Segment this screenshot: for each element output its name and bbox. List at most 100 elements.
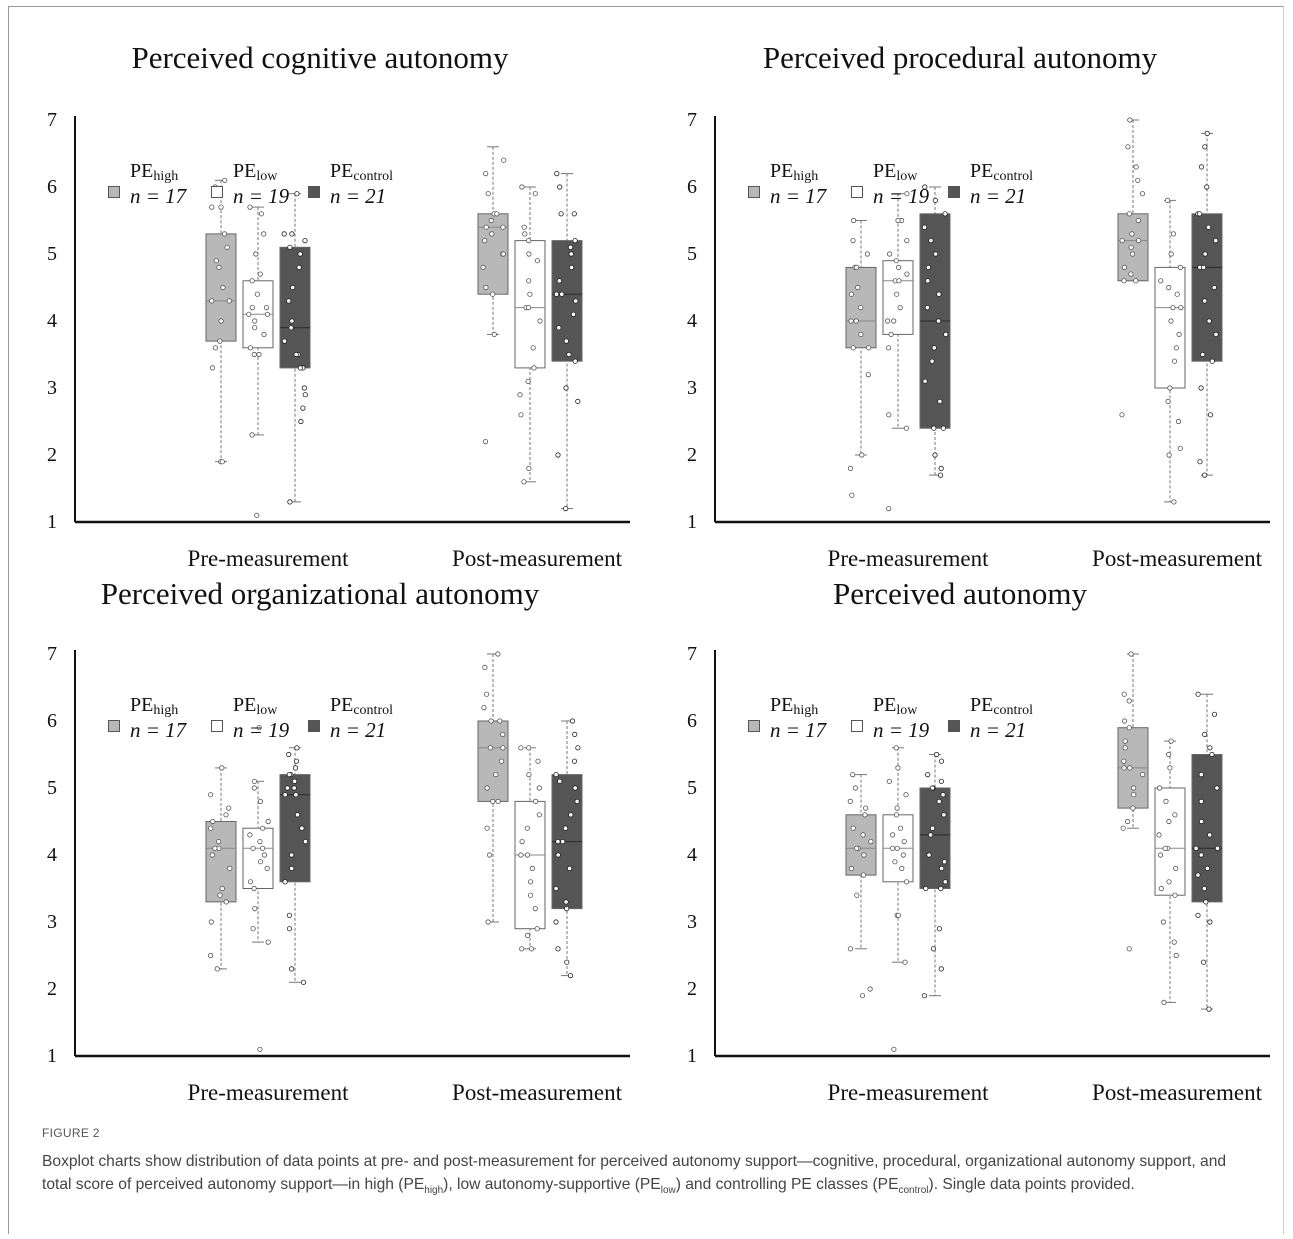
data-point [932,251,939,257]
data-point [286,298,292,304]
data-point [926,852,932,858]
data-point [493,772,499,778]
data-point [254,512,260,518]
data-point [1175,418,1182,425]
y-tick-label: 5 [687,243,697,265]
data-point [1121,718,1128,724]
data-point [848,865,854,871]
data-point [855,284,861,291]
data-point [887,251,893,257]
data-point [1135,238,1142,244]
box-pe-low-post-measurement [514,184,546,485]
data-point [555,946,561,952]
box-pe-low-post-measurement [1154,197,1186,505]
data-point [1198,772,1204,778]
data-point [1161,999,1167,1005]
data-point [940,425,946,431]
data-point [286,926,293,932]
box-pe-low-post-measurement [1154,738,1186,1005]
x-category-label: Post-measurement [452,1080,623,1105]
data-point [921,224,928,230]
data-point [527,892,534,898]
data-point [249,432,255,438]
data-point [932,452,938,458]
legend-item-low: PElow n = 19 [203,692,313,752]
data-point [495,798,501,804]
data-point [1173,952,1179,959]
data-point [900,852,906,858]
data-point [284,785,290,791]
data-point [257,798,263,804]
data-point [553,885,559,892]
data-point [487,745,493,751]
y-tick-label: 1 [687,511,697,533]
data-point [1170,304,1176,311]
y-tick-label: 2 [687,444,697,466]
data-point [922,378,928,384]
data-point [885,345,892,351]
legend-label: PEhigh [130,160,179,184]
data-point [1128,651,1134,657]
data-point [862,812,868,818]
legend: PEhigh n = 17 PElow n = 19 PEcontrol n = 21 [740,692,1070,752]
data-point [1171,939,1177,945]
data-point [572,238,578,244]
x-category-label: Pre-measurement [828,1080,990,1105]
data-point [921,993,927,999]
data-point [1126,698,1132,704]
data-point [526,251,532,257]
data-point [1204,865,1211,871]
legend-label: PEhigh [770,160,819,184]
panel-title: Perceived cognitive autonomy [131,40,509,75]
data-point [1168,738,1174,744]
data-point [1200,959,1207,965]
data-point [246,311,252,317]
data-point [252,325,258,331]
data-point [938,465,944,471]
data-point [488,217,494,224]
data-point [286,912,292,918]
data-point [563,385,569,391]
data-point [570,311,577,317]
data-point [1203,899,1209,905]
data-point [866,345,872,351]
data-point [929,825,936,831]
data-point [895,912,901,918]
data-point [1176,331,1182,337]
y-tick-label: 7 [47,109,57,131]
y-tick-label: 3 [47,377,57,399]
figure-caption-text: Boxplot charts show distribution of data… [42,1153,1227,1197]
data-point [288,852,295,858]
data-point [226,298,232,304]
data-point [553,772,559,778]
box-pe-control-post-measurement [1191,691,1223,1012]
data-point [897,304,903,311]
data-point [890,832,896,838]
data-point [553,291,560,297]
legend: PEhigh n = 17 PElow n = 19 PEcontrol n = 21 [740,158,1070,218]
data-point [933,751,940,758]
data-point [257,271,263,277]
data-point [557,184,563,190]
data-point [931,345,937,351]
legend-item-control: PEcontrol n = 21 [940,692,1050,752]
data-point [572,358,578,364]
data-point [209,204,215,210]
y-tick-label: 5 [47,243,57,265]
data-point [572,731,578,737]
data-point [903,792,909,798]
data-point [485,191,491,197]
data-point [1135,217,1141,224]
data-point [480,264,486,270]
data-point [1164,197,1171,203]
legend-label: PEhigh [130,694,179,718]
data-point [300,979,307,985]
data-point [1174,291,1180,297]
data-point [850,772,856,778]
data-point [938,865,945,871]
data-point [893,745,899,751]
y-tick-label: 4 [687,310,697,332]
x-category-label: Post-measurement [452,546,623,571]
legend-item-high: PEhigh n = 17 [100,158,210,218]
data-point [289,231,295,237]
